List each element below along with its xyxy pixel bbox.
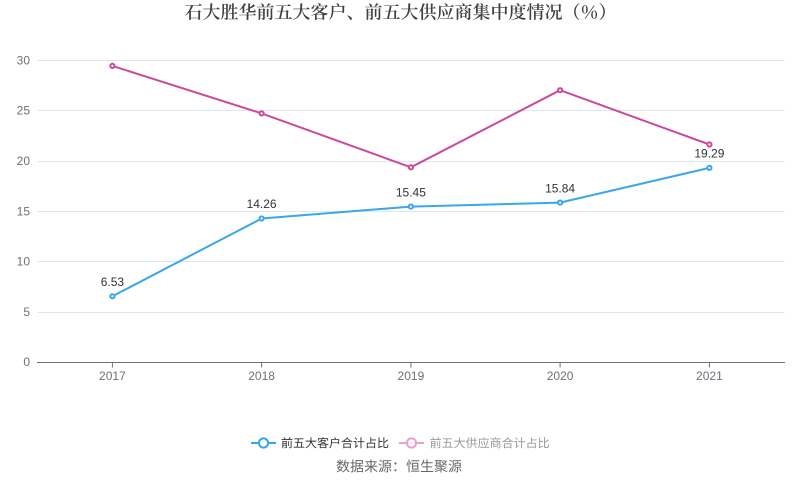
svg-text:25: 25 xyxy=(17,104,31,118)
svg-text:2018: 2018 xyxy=(248,369,275,383)
svg-text:20: 20 xyxy=(17,154,31,168)
svg-text:30: 30 xyxy=(17,53,31,67)
svg-text:15.45: 15.45 xyxy=(396,185,426,199)
svg-text:6.53: 6.53 xyxy=(101,275,125,289)
svg-text:2019: 2019 xyxy=(398,369,425,383)
svg-text:15.84: 15.84 xyxy=(545,181,575,195)
svg-text:14.26: 14.26 xyxy=(247,197,277,211)
svg-text:2017: 2017 xyxy=(99,369,126,383)
svg-text:2021: 2021 xyxy=(696,369,723,383)
svg-text:15: 15 xyxy=(17,204,31,218)
svg-text:2020: 2020 xyxy=(547,369,574,383)
svg-text:19.29: 19.29 xyxy=(694,147,724,161)
svg-text:10: 10 xyxy=(17,255,31,269)
svg-text:0: 0 xyxy=(23,355,30,369)
svg-text:5: 5 xyxy=(23,305,30,319)
